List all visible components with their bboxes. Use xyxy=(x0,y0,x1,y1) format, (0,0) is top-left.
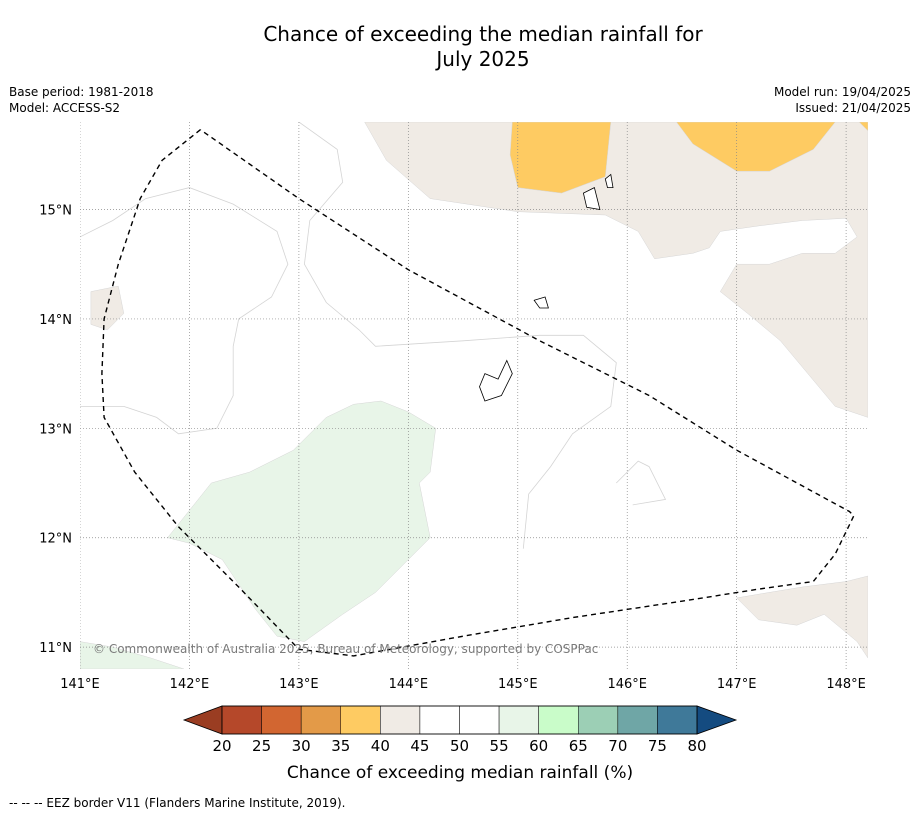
colorbar-outline xyxy=(221,705,698,735)
colorbar-bin xyxy=(498,705,539,735)
title-line-1: Chance of exceeding the median rainfall … xyxy=(263,22,703,46)
colorbar-tick-label: 55 xyxy=(490,737,509,755)
island xyxy=(604,173,614,189)
lat-tick-label: 12°N xyxy=(39,532,72,547)
lat-tick-label: 11°N xyxy=(39,641,72,656)
lon-tick-label: 143°E xyxy=(279,677,319,692)
island xyxy=(582,187,601,210)
eez-border-line xyxy=(101,129,855,657)
lon-tick-label: 148°E xyxy=(826,677,866,692)
latitude-tick-labels: 15°N 14°N 13°N 12°N 11°N xyxy=(39,204,72,657)
colorbar-tick-label: 45 xyxy=(410,737,429,755)
contour-lines xyxy=(80,122,667,549)
colorbar-bin xyxy=(419,705,460,735)
colorbar-tick-label: 50 xyxy=(450,737,469,755)
colorbar-bin xyxy=(657,705,698,735)
lat-tick-label: 15°N xyxy=(39,204,72,219)
lon-tick-label: 142°E xyxy=(170,677,210,692)
colorbar-low-arrow xyxy=(182,705,223,735)
contour-line xyxy=(616,460,667,506)
map-title: Chance of exceeding the median rainfall … xyxy=(0,22,919,72)
colorbar-bin xyxy=(380,705,421,735)
longitude-tick-labels: 141°E 142°E 143°E 144°E 145°E 146°E 147°E 148°E xyxy=(60,677,866,692)
eez-footnote: -- -- -- EEZ border V11 (Flanders Marine… xyxy=(9,796,346,810)
colorbar-bin xyxy=(578,705,619,735)
contour-line xyxy=(298,122,617,549)
colorbar-tick-label: 70 xyxy=(608,737,627,755)
lon-tick-label: 145°E xyxy=(498,677,538,692)
lon-tick-label: 147°E xyxy=(717,677,757,692)
map-area xyxy=(80,122,868,669)
colorbar-label: Chance of exceeding median rainfall (%) xyxy=(287,763,633,783)
base-period-text: Base period: 1981-2018 xyxy=(9,85,154,99)
islands xyxy=(479,173,614,402)
model-text: Model: ACCESS-S2 xyxy=(9,101,121,115)
colorbar-tick-label: 35 xyxy=(331,737,350,755)
colorbar-bin xyxy=(538,705,579,735)
colorbar-bin xyxy=(221,705,262,735)
model-run-text: Model run: 19/04/2025 xyxy=(773,85,911,99)
colorbar-bin xyxy=(459,705,500,735)
colorbar-tick-label: 25 xyxy=(252,737,271,755)
colorbar-tick-label: 40 xyxy=(371,737,390,755)
region-40-45 xyxy=(736,575,868,659)
gridlines xyxy=(80,122,868,669)
colorbar-tick-label: 30 xyxy=(292,737,311,755)
island xyxy=(533,296,549,309)
region-55-60 xyxy=(80,641,185,669)
copyright-notice: © Commonwealth of Australia 2025, Bureau… xyxy=(93,642,598,656)
lat-tick-label: 13°N xyxy=(39,422,72,437)
lon-tick-label: 141°E xyxy=(60,677,100,692)
colorbar-bin xyxy=(340,705,381,735)
colorbar-tick-label: 80 xyxy=(687,737,706,755)
colorbar-tick-label: 65 xyxy=(569,737,588,755)
lat-tick-label: 14°N xyxy=(39,313,72,328)
colorbar-bin xyxy=(300,705,341,735)
colorbar-tick-label: 75 xyxy=(648,737,667,755)
title-line-2: July 2025 xyxy=(436,47,530,71)
region-35-40 xyxy=(676,122,836,172)
colorbar-high-arrow xyxy=(696,705,738,735)
region-40-45 xyxy=(364,122,868,418)
region-35-40 xyxy=(509,122,612,194)
region-35-40 xyxy=(858,122,868,132)
colorbar-bin xyxy=(617,705,658,735)
region-55-60 xyxy=(167,400,436,642)
lon-tick-label: 146°E xyxy=(607,677,647,692)
meta-left: Base period: 1981-2018 Model: ACCESS-S2 xyxy=(9,84,154,116)
eez-border xyxy=(101,129,855,657)
lon-tick-label: 144°E xyxy=(389,677,429,692)
colorbar-bin xyxy=(261,705,302,735)
island xyxy=(479,359,513,402)
contour-line xyxy=(80,187,289,435)
colorbar: 20 25 30 35 40 45 50 55 60 65 70 75 80 xyxy=(182,705,738,755)
probability-regions xyxy=(80,122,868,669)
colorbar-tick-label: 20 xyxy=(212,737,231,755)
meta-right: Model run: 19/04/2025 Issued: 21/04/2025 xyxy=(774,84,911,116)
issued-text: Issued: 21/04/2025 xyxy=(795,101,911,115)
colorbar-tick-label: 60 xyxy=(529,737,548,755)
